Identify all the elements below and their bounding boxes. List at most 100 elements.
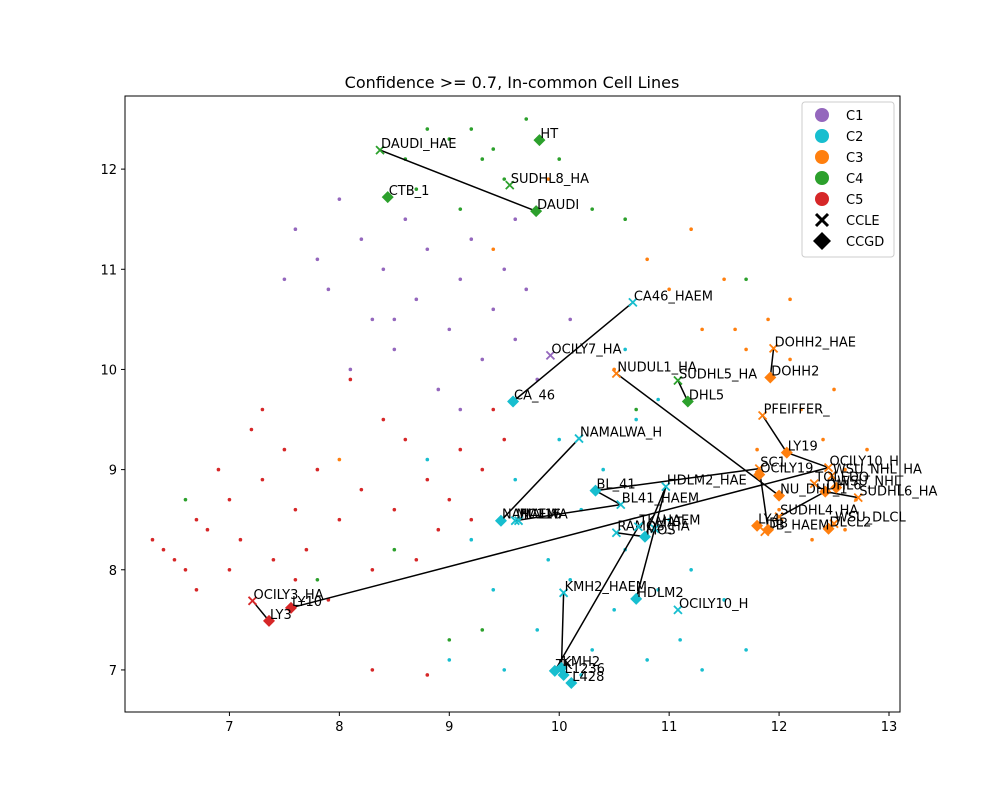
data-point-c3 <box>667 287 671 292</box>
connection-line <box>615 372 780 497</box>
data-point-c3 <box>733 327 737 332</box>
data-point-c1 <box>392 317 397 322</box>
data-point-c4 <box>458 207 463 211</box>
ccle-marker <box>628 297 638 307</box>
point-label: TK_HAEM <box>638 514 700 529</box>
point-label: OCILY3_HA <box>254 588 324 603</box>
legend-ccle-icon <box>814 212 830 228</box>
data-point-c1 <box>293 227 298 232</box>
data-point-c5 <box>348 377 353 382</box>
ccle-marker <box>757 410 768 421</box>
ccle-marker-stroke <box>513 516 524 526</box>
ccle-marker-stroke <box>611 528 622 538</box>
ccgd-marker <box>830 481 843 494</box>
point-label: SC1 <box>760 456 786 471</box>
point-label: L1236 <box>565 662 605 677</box>
data-point-c2 <box>579 673 584 677</box>
ccgd-marker <box>533 134 546 147</box>
point-label: DAUDI_HAE <box>381 137 456 152</box>
point-label: CTB_1 <box>389 184 430 199</box>
data-point-c2 <box>513 477 518 482</box>
ccle-marker-stroke <box>823 462 834 473</box>
ccle-marker-stroke <box>768 343 779 354</box>
point-label: WSU_NHL <box>837 475 902 490</box>
ccle-marker-stroke <box>574 433 584 444</box>
legend-label: CCGD <box>846 235 884 250</box>
data-point-c1 <box>491 307 496 312</box>
ccle-marker-stroke <box>611 368 622 379</box>
connection-line <box>379 149 537 212</box>
data-point-c2 <box>634 417 638 422</box>
point-label: HDLM2 <box>637 586 684 601</box>
data-point-c2 <box>656 588 660 592</box>
data-point-c2 <box>744 648 748 652</box>
point-label: MOS <box>646 524 676 539</box>
y-tick-label: 12 <box>100 163 117 178</box>
ccgd-marker <box>494 514 507 527</box>
data-point-c5 <box>381 417 386 422</box>
data-point-c4 <box>524 117 529 121</box>
data-point-c5 <box>425 673 430 677</box>
data-point-c5 <box>172 557 177 562</box>
data-point-c5 <box>150 537 155 542</box>
x-tick-label: 8 <box>335 720 343 735</box>
connection-line <box>290 466 829 609</box>
ccle-marker <box>513 516 524 526</box>
connection-line <box>786 451 829 469</box>
data-point-c5 <box>293 507 298 512</box>
data-point-c1 <box>370 317 375 322</box>
ccle-marker-stroke <box>510 516 520 526</box>
ccgd-marker <box>284 601 297 614</box>
data-point-c5 <box>304 547 309 552</box>
point-label: SUDHL6_HA <box>859 485 937 500</box>
data-point-c1 <box>403 217 408 221</box>
data-point-c4 <box>480 157 485 161</box>
ccgd-marker <box>263 614 276 627</box>
data-point-c4 <box>491 147 496 151</box>
point-label: HDLM2_HAE <box>667 474 747 489</box>
data-point-c5 <box>480 467 485 472</box>
data-point-c4 <box>623 217 627 221</box>
connection-line <box>644 486 667 538</box>
data-point-c2 <box>700 668 704 672</box>
data-point-c5 <box>403 437 408 442</box>
x-tick-label: 7 <box>225 720 233 735</box>
connection-line <box>500 438 580 522</box>
data-point-c3 <box>755 447 759 452</box>
ccle-marker <box>661 481 671 492</box>
ccle-marker-stroke <box>853 493 863 503</box>
data-point-c4 <box>744 277 748 282</box>
point-label: OCILY10_H <box>679 597 748 612</box>
ccle-marker-stroke <box>545 350 556 361</box>
data-point-c5 <box>227 497 232 502</box>
point-label: SUDHL8_HA <box>511 172 589 187</box>
x-tick-label: 11 <box>661 720 678 735</box>
data-point-c1 <box>326 287 331 292</box>
legend-swatch-c1 <box>815 108 829 122</box>
data-point-c1 <box>513 337 518 342</box>
ccle-marker <box>809 478 819 489</box>
ccle-marker-stroke <box>809 478 819 489</box>
y-tick-label: 7 <box>109 664 117 679</box>
data-point-c5 <box>458 447 463 452</box>
data-point-c1 <box>502 267 507 272</box>
data-point-c1 <box>469 237 474 242</box>
legend-label: C4 <box>846 172 863 187</box>
ccle-marker-stroke <box>774 512 784 522</box>
data-point-c4 <box>392 547 397 552</box>
data-point-c5 <box>414 557 419 562</box>
data-point-c5 <box>260 407 265 412</box>
data-point-c3 <box>821 437 825 442</box>
ccle-marker <box>611 528 622 538</box>
ccle-marker-stroke <box>505 180 515 190</box>
data-point-c5 <box>469 517 474 522</box>
point-label: DOHH2 <box>771 364 819 379</box>
data-point-c1 <box>513 217 518 221</box>
ccgd-marker <box>507 395 520 408</box>
data-point-c1 <box>337 197 342 201</box>
point-label: PFEIFFER_ <box>764 403 831 418</box>
ccgd-marker <box>819 485 832 498</box>
data-point-c5 <box>260 477 265 482</box>
data-point-c3 <box>766 317 770 322</box>
